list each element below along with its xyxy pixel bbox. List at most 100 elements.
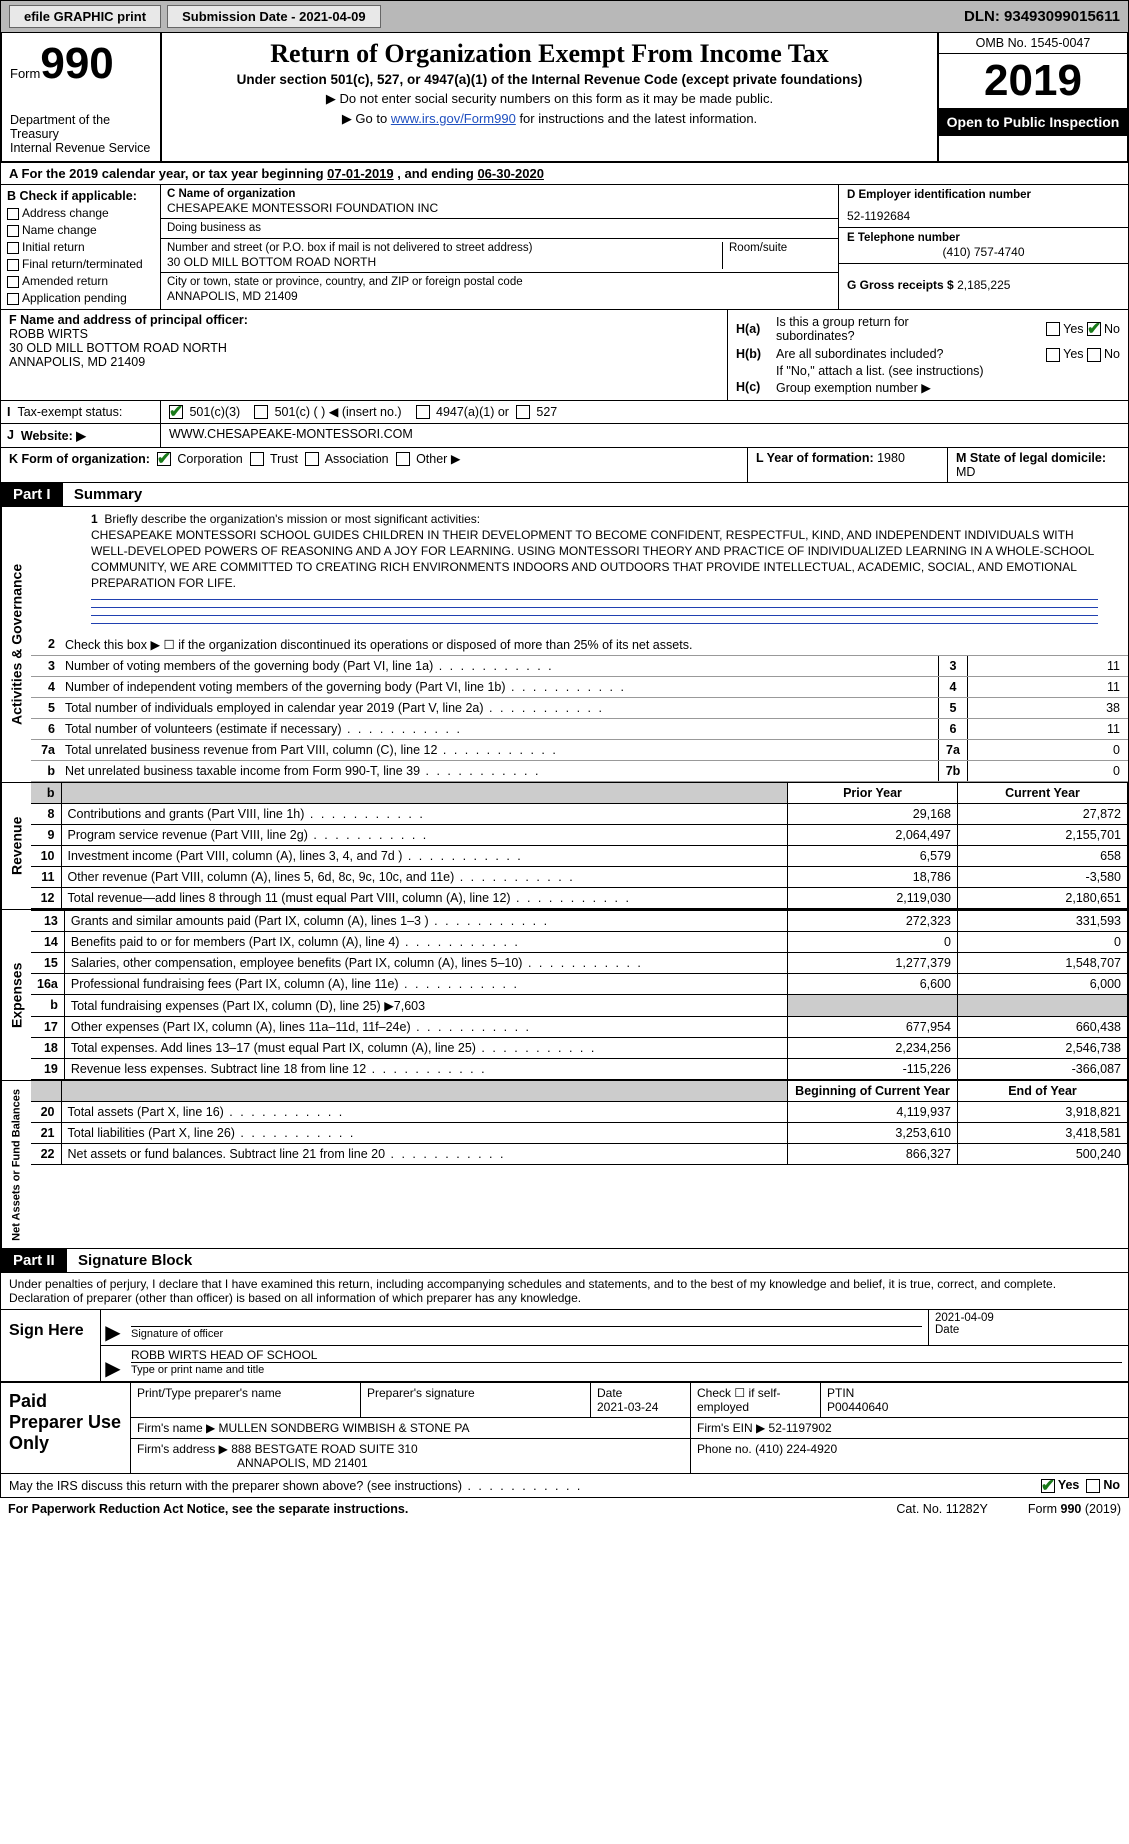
chk-other[interactable] xyxy=(396,452,410,466)
hc-question: Group exemption number ▶ xyxy=(776,380,1120,395)
part-i-header-row: Part I Summary xyxy=(0,483,1129,507)
section-b-header: B Check if applicable: xyxy=(7,189,154,203)
chk-501c3[interactable] xyxy=(169,405,183,419)
chk-final-return[interactable] xyxy=(7,259,19,271)
header-block: B Check if applicable: Address change Na… xyxy=(0,185,1129,310)
chk-initial-return[interactable] xyxy=(7,242,19,254)
part-ii-header-row: Part II Signature Block xyxy=(0,1249,1129,1273)
table-row: 9Program service revenue (Part VIII, lin… xyxy=(31,824,1128,845)
lbl-final-return: Final return/terminated xyxy=(22,257,143,271)
efile-print-button[interactable]: efile GRAPHIC print xyxy=(9,5,161,28)
chk-corporation[interactable] xyxy=(157,452,171,466)
chk-4947[interactable] xyxy=(416,405,430,419)
top-bar: efile GRAPHIC print Submission Date - 20… xyxy=(0,0,1129,33)
firm-addr2: ANNAPOLIS, MD 21401 xyxy=(237,1456,368,1470)
dln-label: DLN: xyxy=(964,8,1004,25)
summary-line: 3Number of voting members of the governi… xyxy=(31,656,1128,677)
lbl-trust: Trust xyxy=(270,452,298,466)
part-i-badge: Part I xyxy=(1,483,63,506)
section-c: C Name of organization CHESAPEAKE MONTES… xyxy=(161,185,838,309)
end-year-header: End of Year xyxy=(958,1081,1128,1102)
hb-yes[interactable] xyxy=(1046,348,1060,362)
row-i: I Tax-exempt status: 501(c)(3) 501(c) ( … xyxy=(0,401,1129,424)
ptin-value: P00440640 xyxy=(827,1400,888,1414)
lbl-initial-return: Initial return xyxy=(22,240,85,254)
officer-name-label: Type or print name and title xyxy=(131,1362,1122,1376)
table-row: 12Total revenue—add lines 8 through 11 (… xyxy=(31,887,1128,908)
ha-no[interactable] xyxy=(1087,322,1101,336)
chk-amended-return[interactable] xyxy=(7,276,19,288)
phone-label: E Telephone number xyxy=(847,232,960,244)
table-row: 11Other revenue (Part VIII, column (A), … xyxy=(31,866,1128,887)
sig-date-label: Date xyxy=(935,1324,1122,1336)
phone-value: (410) 757-4740 xyxy=(847,245,1120,259)
officer-addr1: 30 OLD MILL BOTTOM ROAD NORTH xyxy=(9,341,227,355)
chk-association[interactable] xyxy=(305,452,319,466)
ha-no-lbl: No xyxy=(1104,322,1120,336)
hb-no-lbl: No xyxy=(1104,347,1120,361)
table-row: 22Net assets or fund balances. Subtract … xyxy=(31,1143,1128,1164)
part-ii-title: Signature Block xyxy=(78,1252,192,1269)
summary-line: bNet unrelated business taxable income f… xyxy=(31,761,1128,782)
row-klm: K Form of organization: Corporation Trus… xyxy=(0,448,1129,483)
m-label: M State of legal domicile: xyxy=(956,451,1106,465)
sign-here-label: Sign Here xyxy=(1,1310,101,1381)
summary-line: 6Total number of volunteers (estimate if… xyxy=(31,719,1128,740)
revenue-table: bPrior YearCurrent Year 8Contributions a… xyxy=(31,783,1128,909)
discuss-no[interactable] xyxy=(1086,1479,1100,1493)
i-label: Tax-exempt status: xyxy=(17,405,122,419)
irs-link[interactable]: www.irs.gov/Form990 xyxy=(391,111,516,126)
table-row: 20Total assets (Part X, line 16)4,119,93… xyxy=(31,1101,1128,1122)
prep-sig-label: Preparer's signature xyxy=(367,1386,475,1400)
ha-label: H(a) xyxy=(736,322,776,336)
table-row: 16aProfessional fundraising fees (Part I… xyxy=(31,973,1128,994)
sig-arrow-icon-2: ▶ xyxy=(101,1346,125,1381)
period-end: 06-30-2020 xyxy=(477,166,544,181)
table-row: 19Revenue less expenses. Subtract line 1… xyxy=(31,1058,1128,1079)
ha-question: Is this a group return for subordinates? xyxy=(776,315,990,343)
gross-receipts-label: G Gross receipts $ xyxy=(847,278,957,292)
discuss-question: May the IRS discuss this return with the… xyxy=(9,1479,582,1493)
submission-date-button[interactable]: Submission Date - 2021-04-09 xyxy=(167,5,381,28)
prep-self-employed: Check ☐ if self-employed xyxy=(697,1386,780,1414)
footer-cat: Cat. No. 11282Y xyxy=(896,1502,988,1516)
chk-trust[interactable] xyxy=(250,452,264,466)
signature-declaration: Under penalties of perjury, I declare th… xyxy=(1,1273,1128,1310)
org-name: CHESAPEAKE MONTESSORI FOUNDATION INC xyxy=(167,201,832,215)
netassets-block: Net Assets or Fund Balances Beginning of… xyxy=(0,1081,1129,1250)
note2-post: for instructions and the latest informat… xyxy=(516,111,757,126)
q2-text: Check this box ▶ ☐ if the organization d… xyxy=(61,634,1128,655)
firm-ein-value: 52-1197902 xyxy=(769,1421,832,1435)
firm-ein-label: Firm's EIN ▶ xyxy=(697,1421,765,1435)
ha-yes-lbl: Yes xyxy=(1063,322,1083,336)
chk-501c[interactable] xyxy=(254,405,268,419)
firm-phone-value: (410) 224-4920 xyxy=(755,1442,837,1456)
chk-application-pending[interactable] xyxy=(7,293,19,305)
table-row: bTotal fundraising expenses (Part IX, co… xyxy=(31,994,1128,1016)
prep-date-value: 2021-03-24 xyxy=(597,1400,658,1414)
firm-addr-label: Firm's address ▶ xyxy=(137,1442,228,1456)
form-note-2: ▶ Go to www.irs.gov/Form990 for instruct… xyxy=(172,111,927,127)
tab-net-assets: Net Assets or Fund Balances xyxy=(1,1081,31,1249)
summary-line: 4Number of independent voting members of… xyxy=(31,677,1128,698)
chk-527[interactable] xyxy=(516,405,530,419)
table-row: 21Total liabilities (Part X, line 26)3,2… xyxy=(31,1122,1128,1143)
chk-address-change[interactable] xyxy=(7,208,19,220)
section-deg: D Employer identification number 52-1192… xyxy=(838,185,1128,309)
tab-expenses: Expenses xyxy=(1,910,31,1080)
chk-name-change[interactable] xyxy=(7,225,19,237)
firm-phone-label: Phone no. xyxy=(697,1442,755,1456)
ha-yes[interactable] xyxy=(1046,322,1060,336)
j-label: Website: ▶ xyxy=(21,428,86,443)
q1-label: Briefly describe the organization's miss… xyxy=(104,512,480,526)
l-value: 1980 xyxy=(877,451,905,465)
lbl-association: Association xyxy=(325,452,389,466)
discuss-yes[interactable] xyxy=(1041,1479,1055,1493)
hb-note: If "No," attach a list. (see instruction… xyxy=(736,364,1120,378)
submission-date-value: 2021-04-09 xyxy=(299,9,366,24)
lbl-other: Other ▶ xyxy=(416,452,460,466)
hb-no[interactable] xyxy=(1087,348,1101,362)
form-header: Form990 Department of the Treasury Inter… xyxy=(0,33,1129,163)
note2-pre: ▶ Go to xyxy=(342,111,391,126)
mission-text: CHESAPEAKE MONTESSORI SCHOOL GUIDES CHIL… xyxy=(91,528,1094,591)
